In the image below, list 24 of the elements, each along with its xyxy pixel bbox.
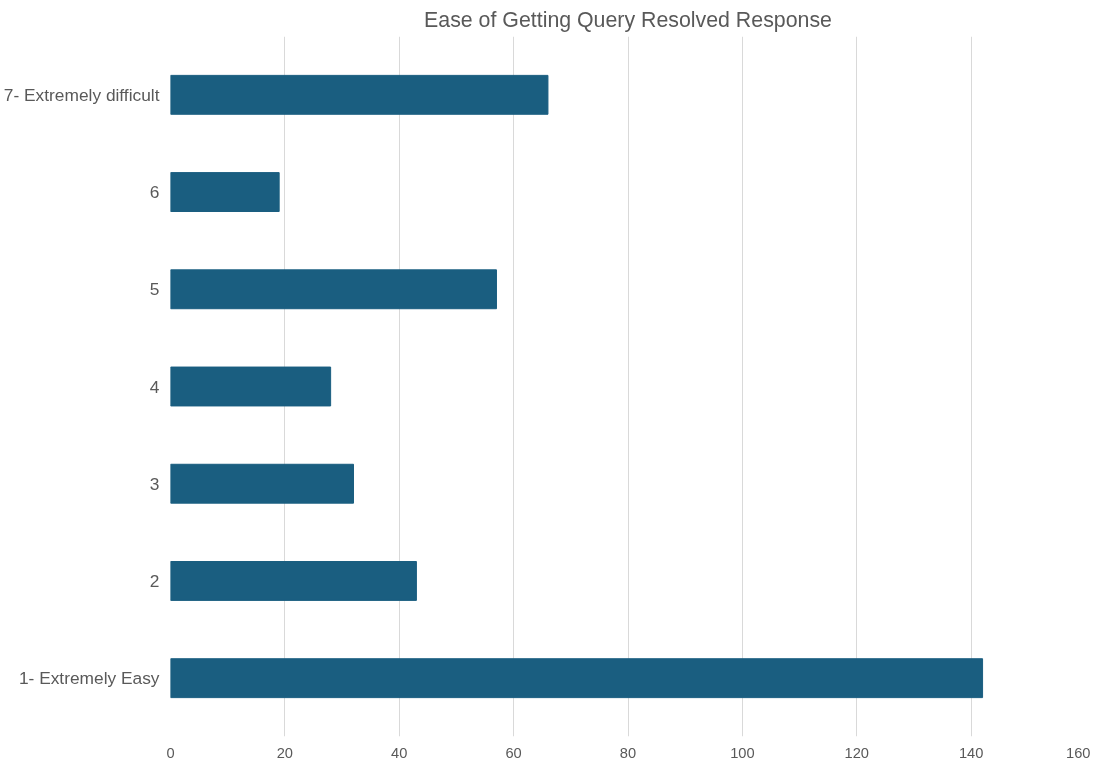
x-tick-label: 160	[1066, 744, 1091, 761]
bar	[170, 658, 984, 699]
x-tick-label: 100	[730, 744, 755, 761]
x-tick-label: 140	[958, 744, 984, 761]
x-tick-label: 80	[619, 744, 637, 761]
y-tick-label: 2	[149, 570, 160, 591]
chart-title: Ease of Getting Query Resolved Response	[424, 7, 832, 32]
bar	[170, 172, 280, 212]
y-tick-label: 3	[149, 473, 160, 494]
x-tick-label: 120	[844, 744, 869, 761]
y-tick-label: 5	[149, 279, 160, 300]
y-tick-label: 7- Extremely difficult	[3, 84, 160, 105]
x-tick-label: 0	[166, 744, 175, 761]
bar	[170, 366, 332, 407]
bar	[170, 463, 354, 504]
x-tick-label: 40	[391, 744, 408, 761]
y-tick-label: 1- Extremely Easy	[18, 668, 160, 689]
bar	[170, 269, 497, 310]
x-tick-label: 60	[505, 744, 522, 761]
x-tick-label: 20	[276, 744, 294, 761]
y-tick-label: 6	[149, 182, 160, 203]
y-tick-label: 4	[149, 376, 160, 397]
bar	[170, 74, 549, 115]
bar	[170, 561, 417, 601]
